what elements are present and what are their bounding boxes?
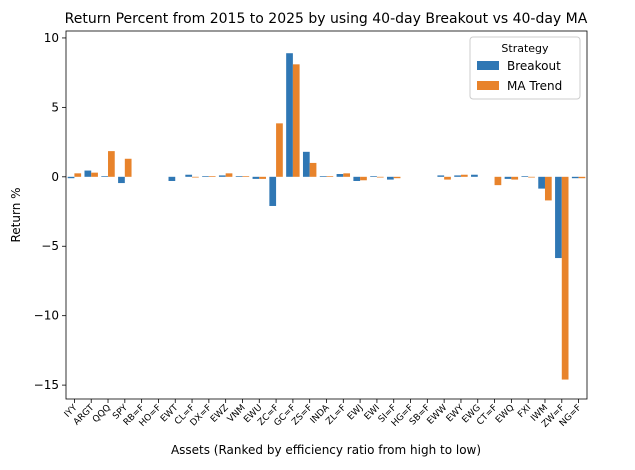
legend: Strategy Breakout MA Trend: [469, 36, 581, 100]
bar-ma-trend-ewq: [511, 176, 519, 180]
legend-swatch-ma-trend: [477, 81, 499, 90]
y-tick-label: −5: [41, 239, 59, 253]
bar-breakout-ewq: [504, 176, 512, 179]
bar-ma-trend-zlf: [343, 173, 351, 177]
bar-breakout-ewt: [168, 176, 176, 181]
bar-ma-trend-vnm: [242, 176, 250, 177]
y-tick-label: −15: [34, 378, 59, 392]
bar-breakout-eww: [437, 175, 445, 177]
bar-breakout-clf: [185, 174, 193, 177]
bar-ma-trend-zwf: [561, 176, 569, 380]
bar-breakout-spy: [118, 176, 125, 184]
bar-ma-trend-spy: [124, 158, 132, 177]
bar-breakout-ewu: [252, 176, 260, 179]
chart-title: Return Percent from 2015 to 2025 by usin…: [65, 11, 588, 27]
bar-breakout-iwm: [538, 176, 545, 189]
bar-ma-trend-iwm: [544, 176, 552, 201]
bar-ma-trend-fxi: [528, 176, 535, 178]
bar-breakout-fxi: [521, 176, 529, 177]
y-tick-label: 0: [51, 170, 59, 184]
bar-ma-trend-gcf: [292, 64, 300, 177]
bar-breakout-iyy: [67, 176, 75, 179]
bar-breakout-inda: [319, 176, 327, 177]
bar-breakout-ewi: [370, 176, 377, 177]
bar-ma-trend-zsf: [309, 162, 317, 177]
bar-ma-trend-ewi: [376, 176, 384, 178]
legend-swatch-breakout: [477, 61, 499, 70]
bar-ma-trend-ewz: [225, 173, 233, 177]
bar-ma-trend-sif: [393, 176, 401, 179]
bar-ma-trend-inda: [326, 176, 334, 177]
bar-breakout-ewy: [454, 175, 461, 177]
bar-ma-trend-argt: [91, 172, 98, 177]
bar-breakout-zlf: [336, 174, 344, 177]
x-tick-label: EWZ: [209, 403, 231, 425]
bar-breakout-qqq: [101, 176, 109, 177]
x-axis-label: Assets (Ranked by efficiency ratio from …: [171, 443, 481, 457]
bar-breakout-ewg: [471, 174, 478, 177]
bar-breakout-ngf: [571, 176, 579, 179]
bar-breakout-zwf: [555, 176, 562, 259]
bar-ma-trend-ngf: [578, 176, 586, 179]
bar-ma-trend-eww: [444, 176, 451, 180]
bar-ma-trend-ewu: [259, 176, 266, 179]
legend-title: Strategy: [501, 42, 549, 55]
legend-label-ma-trend: MA Trend: [507, 79, 562, 93]
bar-breakout-ewj: [353, 176, 361, 181]
x-tick-label: EWW: [426, 403, 450, 427]
y-axis-label: Return %: [9, 187, 23, 242]
x-tick-label: VNM: [226, 403, 248, 425]
bar-breakout-dxf: [202, 176, 209, 177]
bar-ma-trend-ewj: [360, 176, 367, 181]
bar-breakout-gcf: [286, 53, 293, 177]
y-tick-label: −10: [34, 309, 59, 323]
bar-breakout-zsf: [302, 151, 310, 177]
bar-ma-trend-clf: [192, 176, 199, 178]
y-tick-label: 10: [44, 31, 59, 45]
bar-breakout-ewz: [218, 175, 226, 177]
bar-breakout-argt: [84, 170, 92, 177]
bar-ma-trend-zcf: [276, 123, 283, 177]
bar-ma-trend-dxf: [208, 176, 216, 177]
bar-ma-trend-iyy: [74, 173, 82, 177]
bar-ma-trend-ctf: [494, 176, 502, 186]
bar-breakout-zcf: [269, 176, 277, 206]
bar-breakout-sif: [387, 176, 394, 180]
x-tick-label: EWQ: [494, 403, 516, 425]
x-tick-label: EWJ: [346, 403, 365, 422]
bar-ma-trend-qqq: [108, 151, 115, 177]
y-tick-label: 5: [51, 100, 59, 114]
legend-label-breakout: Breakout: [507, 59, 561, 73]
x-tick-label: QQQ: [91, 403, 113, 425]
bar-breakout-vnm: [235, 176, 243, 177]
bar-ma-trend-ewy: [460, 174, 468, 177]
